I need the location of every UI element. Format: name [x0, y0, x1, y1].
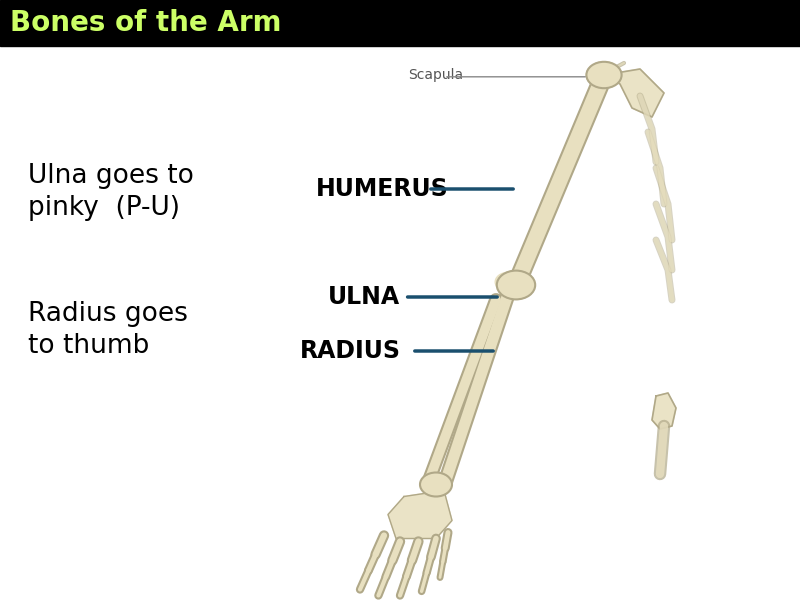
- Polygon shape: [652, 393, 676, 429]
- Text: ULNA: ULNA: [328, 285, 400, 309]
- Text: Ulna goes to
pinky  (P-U): Ulna goes to pinky (P-U): [28, 163, 194, 221]
- Text: Radius goes
to thumb: Radius goes to thumb: [28, 301, 188, 359]
- Circle shape: [586, 62, 622, 88]
- Circle shape: [497, 271, 535, 299]
- Text: HUMERUS: HUMERUS: [316, 177, 449, 201]
- Polygon shape: [388, 491, 452, 539]
- Polygon shape: [604, 69, 664, 117]
- Circle shape: [495, 272, 521, 292]
- Text: Bones of the Arm: Bones of the Arm: [10, 9, 281, 37]
- Circle shape: [420, 473, 452, 497]
- Text: RADIUS: RADIUS: [300, 339, 401, 363]
- Bar: [0, 0, 800, 46]
- Text: Scapula: Scapula: [408, 68, 463, 82]
